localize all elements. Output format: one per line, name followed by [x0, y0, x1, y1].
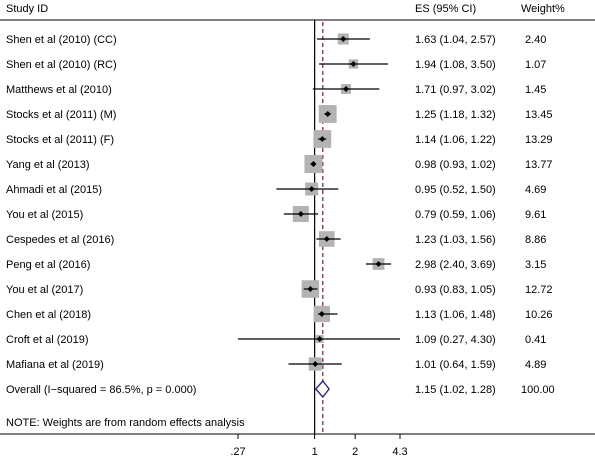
header-effect-size: ES (95% CI) — [415, 3, 476, 15]
study-label: Mafiana et al (2019) — [6, 359, 104, 371]
overall-weight-text: 100.00 — [521, 384, 555, 396]
point-estimate — [307, 286, 314, 292]
weight-text: 12.72 — [525, 284, 553, 296]
weight-text: 0.41 — [525, 334, 546, 346]
overall-diamond — [314, 379, 330, 399]
study-label: Stocks et al (2011) (F) — [6, 134, 114, 146]
point-estimate — [319, 136, 326, 142]
plot-marks: Shen et al (2010) (CC) 1.63 (1.04, 2.57) 2… — [6, 20, 555, 458]
study-label: You et al (2015) — [6, 209, 83, 221]
weight-text: 13.77 — [525, 159, 553, 171]
point-estimate — [312, 361, 319, 367]
effect-size-text: 1.01 (0.64, 1.59) — [415, 359, 496, 371]
overall-label: Overall (I−squared = 86.5%, p = 0.000) — [6, 384, 196, 396]
effect-size-text: 1.14 (1.06, 1.22) — [415, 134, 496, 146]
x-tick-label: .27 — [230, 446, 245, 458]
weight-text: 3.15 — [525, 259, 546, 271]
study-label: Matthews et al (2010) — [6, 84, 112, 96]
weight-text: 13.45 — [525, 109, 553, 121]
effect-size-text: 1.09 (0.27, 4.30) — [415, 334, 496, 346]
point-estimate — [340, 36, 347, 42]
point-estimate — [297, 211, 304, 217]
study-label: Shen et al (2010) (RC) — [6, 59, 117, 71]
study-label: Shen et al (2010) (CC) — [6, 34, 117, 46]
point-estimate — [318, 311, 325, 317]
study-label: You et al (2017) — [6, 284, 83, 296]
study-label: Yang et al (2013) — [6, 159, 90, 171]
weight-text: 4.69 — [525, 184, 546, 196]
effect-size-text: 1.71 (0.97, 3.02) — [415, 84, 496, 96]
effect-size-text: 1.94 (1.08, 3.50) — [415, 59, 496, 71]
weight-text: 1.07 — [525, 59, 546, 71]
effect-size-text: 0.98 (0.93, 1.02) — [415, 159, 496, 171]
effect-size-text: 1.13 (1.06, 1.48) — [415, 309, 496, 321]
effect-size-text: 1.25 (1.18, 1.32) — [415, 109, 496, 121]
point-estimate — [323, 236, 330, 242]
effect-size-text: 1.23 (1.03, 1.56) — [415, 234, 496, 246]
header-weight: Weight% — [521, 3, 565, 15]
study-label: Chen et al (2018) — [6, 309, 91, 321]
study-label: Croft et al (2019) — [6, 334, 89, 346]
x-tick-label: 1 — [312, 446, 318, 458]
point-estimate — [324, 111, 331, 117]
effect-size-text: 2.98 (2.40, 3.69) — [415, 259, 496, 271]
point-estimate — [310, 161, 317, 167]
study-label: Ahmadi et al (2015) — [6, 184, 102, 196]
point-estimate — [343, 86, 350, 92]
weight-text: 4.89 — [525, 359, 546, 371]
study-label: Peng et al (2016) — [6, 259, 90, 271]
effect-size-text: 0.93 (0.83, 1.05) — [415, 284, 496, 296]
weight-text: 9.61 — [525, 209, 546, 221]
effect-size-text: 1.63 (1.04, 2.57) — [415, 34, 496, 46]
weight-text: 2.40 — [525, 34, 546, 46]
point-estimate — [316, 336, 323, 342]
header-study-id: Study ID — [6, 3, 48, 15]
study-label: Stocks et al (2011) (M) — [6, 109, 116, 121]
x-tick-label: 2 — [352, 446, 358, 458]
effect-size-text: 0.79 (0.59, 1.06) — [415, 209, 496, 221]
point-estimate — [350, 61, 357, 67]
overall-effect-size-text: 1.15 (1.02, 1.28) — [415, 384, 496, 396]
weight-text: 1.45 — [525, 84, 546, 96]
footnote: NOTE: Weights are from random effects an… — [6, 417, 245, 429]
point-estimate — [308, 186, 315, 192]
x-tick-label: 4.3 — [392, 446, 407, 458]
point-estimate — [375, 261, 382, 267]
study-label: Cespedes et al (2016) — [6, 234, 114, 246]
weight-text: 10.26 — [525, 309, 553, 321]
weight-text: 8.86 — [525, 234, 546, 246]
weight-text: 13.29 — [525, 134, 553, 146]
effect-size-text: 0.95 (0.52, 1.50) — [415, 184, 496, 196]
